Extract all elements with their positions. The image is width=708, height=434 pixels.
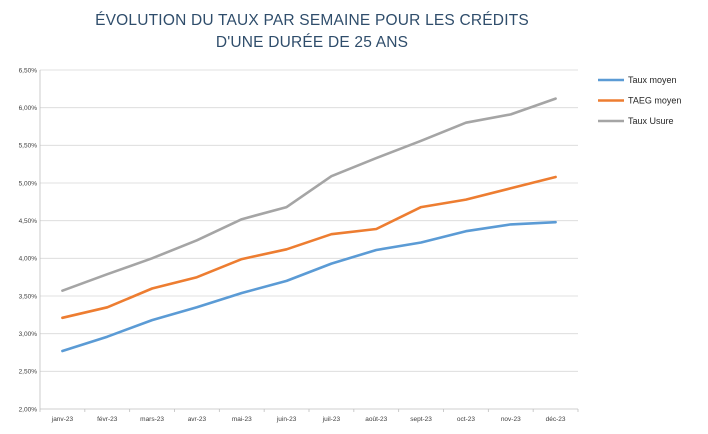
x-tick-label: nov-23 — [501, 416, 521, 423]
series-line-1 — [61, 220, 557, 353]
y-tick-label: 2,50% — [19, 369, 38, 376]
y-tick-label: 5,00% — [19, 180, 38, 187]
x-tick-label: mai-23 — [232, 416, 252, 423]
x-tick-label: janv-23 — [51, 416, 74, 423]
x-tick-label: déc-23 — [546, 416, 566, 423]
x-tick-label: févr-23 — [97, 416, 118, 423]
y-tick-label: 3,50% — [19, 293, 38, 300]
y-tick-label: 5,50% — [19, 143, 38, 150]
x-tick-label: mars-23 — [140, 416, 164, 423]
x-tick-label: juil-23 — [322, 416, 341, 423]
series-line-3 — [61, 97, 557, 293]
legend-label: Taux Usure — [628, 116, 674, 126]
chart-title-line-1: ÉVOLUTION DU TAUX PAR SEMAINE POUR LES C… — [95, 12, 529, 29]
chart-title-line-2: D'UNE DURÉE DE 25 ANS — [216, 34, 408, 51]
series-line-2 — [61, 175, 557, 320]
x-tick-label: avr-23 — [188, 416, 207, 423]
y-tick-label: 6,00% — [19, 105, 38, 112]
y-tick-label: 3,00% — [19, 331, 38, 338]
legend-label: Taux moyen — [628, 75, 677, 85]
x-tick-label: août-23 — [365, 416, 387, 423]
y-tick-label: 4,00% — [19, 256, 38, 263]
x-tick-label: sept-23 — [410, 416, 432, 423]
x-tick-label: juin-23 — [276, 416, 297, 423]
y-tick-label: 6,50% — [19, 67, 38, 74]
x-tick-label: oct-23 — [457, 416, 475, 423]
legend-label: TAEG moyen — [628, 96, 681, 106]
y-tick-label: 2,00% — [19, 406, 38, 413]
plot-area: 2,00% 2,50% 3,00% 3,50% 4,00% 4,50% 5,00% 5,50%… — [19, 67, 579, 423]
legend: Taux moyen TAEG moyen Taux Usure — [598, 75, 681, 126]
y-tick-label: 4,50% — [19, 218, 38, 225]
